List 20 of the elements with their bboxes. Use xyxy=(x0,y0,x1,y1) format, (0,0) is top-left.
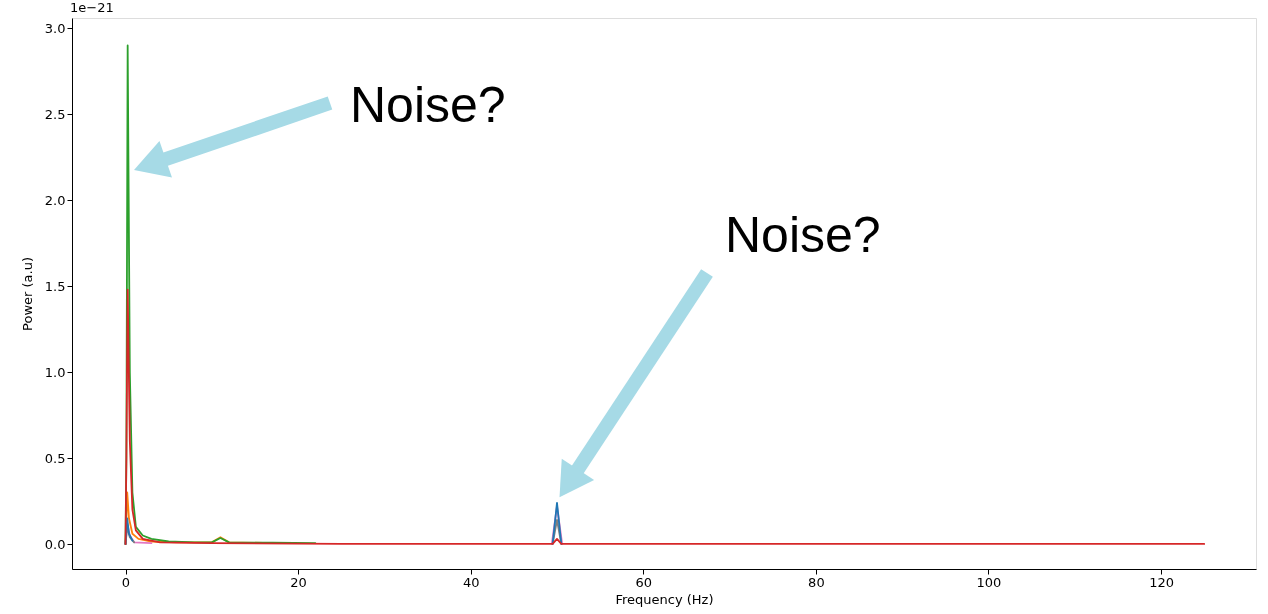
line-series xyxy=(124,288,1206,545)
y-tick-label: 1.0 xyxy=(44,364,66,380)
x-tick-label: 120 xyxy=(1149,574,1174,590)
y-tick-label: 2.5 xyxy=(44,106,66,122)
text: 1e−21 xyxy=(70,0,114,15)
x-tick-label: 20 xyxy=(290,574,307,590)
y-tick-label: 3.0 xyxy=(44,20,66,36)
x-axis-title: Frequency (Hz) xyxy=(615,591,714,607)
x-tick-label: 0 xyxy=(121,574,131,590)
x-tick-label: 100 xyxy=(976,574,1002,590)
y-tick-label: 0.5 xyxy=(44,450,66,466)
y-tick-label: 1.5 xyxy=(44,278,66,294)
annotation: Noise? xyxy=(350,77,506,133)
x-tick-label: 40 xyxy=(462,574,480,590)
x-tick-label: 80 xyxy=(808,574,825,590)
y-axis-title: Power (a.u) xyxy=(19,257,35,331)
y-tick-label: 2.0 xyxy=(44,192,66,208)
x-tick-label: 60 xyxy=(635,574,653,590)
y-tick-label: 0.0 xyxy=(44,536,66,552)
annotation: Noise? xyxy=(725,207,881,263)
